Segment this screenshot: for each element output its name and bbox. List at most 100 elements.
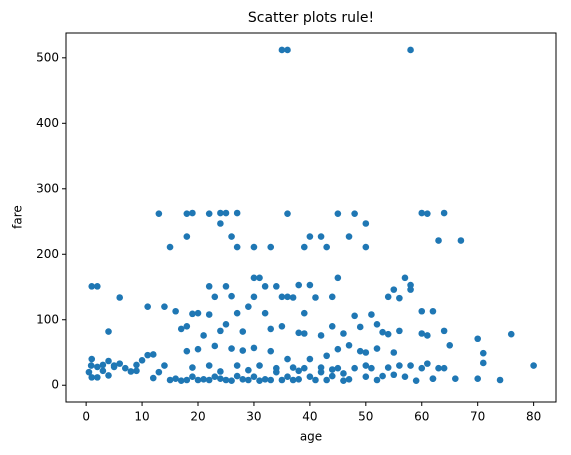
point xyxy=(306,233,314,240)
point xyxy=(530,362,537,369)
point xyxy=(161,362,168,369)
point xyxy=(250,243,258,251)
point xyxy=(239,347,247,354)
point xyxy=(217,209,224,217)
point xyxy=(368,364,375,372)
y-tick-label: 500 xyxy=(36,50,59,64)
point xyxy=(278,46,286,54)
point xyxy=(189,373,196,381)
point xyxy=(228,345,235,352)
point xyxy=(205,376,213,384)
point xyxy=(334,274,342,282)
point xyxy=(396,327,403,335)
point xyxy=(261,309,269,317)
point xyxy=(284,293,291,301)
point xyxy=(228,377,235,384)
point xyxy=(166,243,174,251)
point xyxy=(306,355,314,363)
point xyxy=(356,323,364,331)
point xyxy=(267,243,275,251)
point xyxy=(127,368,135,375)
point xyxy=(88,374,96,381)
x-tick-label: 70 xyxy=(470,410,485,424)
point xyxy=(222,321,230,328)
point xyxy=(105,372,112,379)
point xyxy=(267,325,275,333)
point xyxy=(138,357,146,364)
point xyxy=(323,376,330,384)
point xyxy=(362,220,370,227)
point xyxy=(317,368,325,376)
point xyxy=(177,377,185,384)
point xyxy=(429,307,437,315)
point xyxy=(211,293,219,301)
point xyxy=(144,351,151,359)
point xyxy=(144,303,151,310)
point xyxy=(300,330,308,337)
point xyxy=(205,362,213,369)
point xyxy=(474,335,481,343)
point xyxy=(289,376,297,384)
point xyxy=(267,376,275,384)
point xyxy=(440,209,448,217)
point xyxy=(328,372,336,380)
point xyxy=(172,307,179,315)
point xyxy=(228,233,235,240)
point xyxy=(250,373,258,381)
point xyxy=(384,330,392,338)
point xyxy=(334,345,342,353)
point xyxy=(205,283,213,290)
point xyxy=(278,293,286,301)
point xyxy=(256,274,263,282)
x-tick-label: 30 xyxy=(246,410,261,424)
point xyxy=(88,355,96,363)
point xyxy=(256,362,263,369)
point xyxy=(496,376,504,384)
point xyxy=(211,373,219,381)
point xyxy=(340,370,347,377)
point xyxy=(418,330,426,337)
point xyxy=(418,307,426,315)
point xyxy=(334,364,342,372)
point xyxy=(379,328,386,336)
point xyxy=(183,210,191,217)
point xyxy=(457,237,465,244)
point xyxy=(233,243,241,251)
x-tick-label: 20 xyxy=(190,410,205,424)
y-axis-label: fare xyxy=(11,205,25,229)
point xyxy=(189,209,196,217)
point xyxy=(435,237,442,244)
point xyxy=(300,309,308,317)
point xyxy=(87,362,95,369)
point xyxy=(418,209,426,217)
point xyxy=(384,293,392,301)
x-tick-label: 50 xyxy=(358,410,373,424)
point xyxy=(407,281,414,289)
point xyxy=(295,376,302,383)
point xyxy=(390,286,398,293)
point xyxy=(217,220,224,227)
point xyxy=(323,352,330,360)
point xyxy=(334,210,342,217)
point xyxy=(250,293,258,301)
point xyxy=(261,376,269,383)
x-tick-label: 10 xyxy=(134,410,149,424)
point xyxy=(295,281,302,289)
point xyxy=(228,292,235,300)
point xyxy=(345,341,353,349)
point xyxy=(362,243,370,251)
point xyxy=(94,283,101,290)
point xyxy=(183,376,191,384)
point xyxy=(183,233,191,240)
point xyxy=(250,274,258,282)
point xyxy=(217,368,224,375)
point xyxy=(401,274,409,282)
point xyxy=(295,367,302,375)
y-tick-label: 200 xyxy=(36,247,59,261)
point xyxy=(284,373,291,381)
point xyxy=(233,372,241,380)
point xyxy=(284,210,291,217)
point xyxy=(362,362,370,369)
